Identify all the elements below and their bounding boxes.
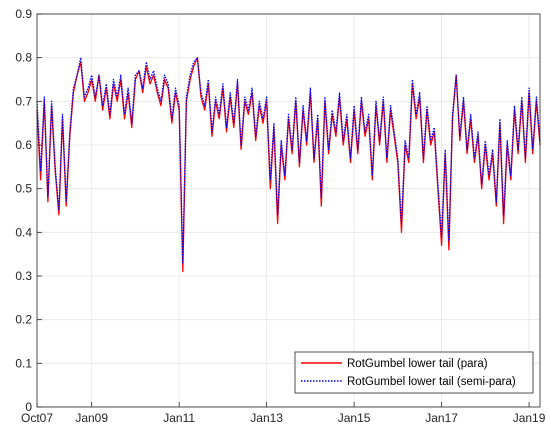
- x-tick-label: Jan19: [513, 411, 546, 425]
- plot-frame: [36, 13, 541, 408]
- x-tick-label: Jan13: [250, 411, 283, 425]
- y-tick-label: 0: [25, 400, 32, 414]
- x-tick-label: Jan15: [338, 411, 371, 425]
- y-tick-label: 0.4: [15, 225, 32, 239]
- y-tick-label: 0.7: [15, 94, 32, 108]
- x-tick-label: Jan17: [425, 411, 458, 425]
- y-tick-label: 0.6: [15, 138, 32, 152]
- legend-label-para: RotGumbel lower tail (para): [347, 358, 488, 370]
- y-tick-label: 0.8: [15, 51, 32, 65]
- x-tick-label: Oct07: [21, 411, 53, 425]
- series-layer: [36, 57, 541, 273]
- legend-box: [294, 351, 534, 394]
- legend-label-semi-para: RotGumbel lower tail (semi-para): [347, 376, 516, 388]
- x-tick-label: Jan11: [163, 411, 195, 425]
- legend: RotGumbel lower tail (para) RotGumbel lo…: [294, 351, 534, 394]
- y-tick-label: 0.9: [15, 7, 32, 21]
- y-axis: 0 0.1 0.2 0.3 0.4 0.5 0.6 0.7 0.8 0.9: [15, 7, 42, 414]
- y-tick-label: 0.3: [15, 269, 32, 283]
- y-tick-label: 0.2: [15, 313, 32, 327]
- x-tick-label: Jan09: [75, 411, 108, 425]
- x-axis: Oct07 Jan09 Jan11 Jan13 Jan15 Jan17 Jan19: [21, 402, 546, 425]
- y-tick-label: 0.5: [15, 182, 32, 196]
- y-tick-label: 0.1: [15, 356, 32, 370]
- series-line-semi-para: [36, 57, 541, 264]
- plot-area: [37, 14, 540, 407]
